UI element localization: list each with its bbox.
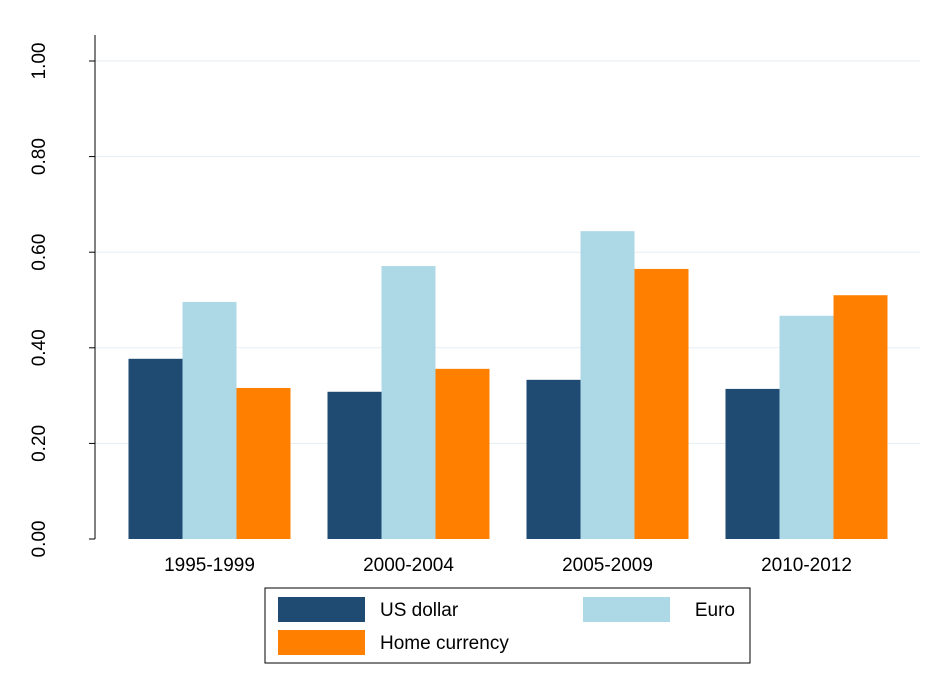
bar bbox=[580, 231, 635, 539]
legend-swatch bbox=[278, 597, 365, 622]
bar bbox=[381, 266, 436, 539]
y-tick-label: 0.00 bbox=[29, 521, 50, 558]
bar bbox=[725, 388, 780, 539]
y-tick-label: 1.00 bbox=[29, 43, 50, 80]
bar bbox=[182, 301, 237, 539]
x-tick-label: 1995-1999 bbox=[164, 555, 255, 576]
y-tick-label: 0.40 bbox=[29, 329, 50, 366]
y-tick-label: 0.60 bbox=[29, 234, 50, 271]
bar bbox=[327, 391, 382, 539]
legend-label: Home currency bbox=[380, 633, 509, 654]
x-tick-label: 2000-2004 bbox=[363, 555, 454, 576]
bar bbox=[435, 368, 490, 539]
bar bbox=[634, 268, 689, 539]
bar bbox=[779, 315, 834, 539]
legend-label: US dollar bbox=[380, 600, 459, 621]
y-tick-label: 0.20 bbox=[29, 425, 50, 462]
bar bbox=[236, 387, 291, 539]
bar bbox=[526, 379, 581, 539]
legend-swatch bbox=[278, 630, 365, 655]
legend-label: Euro bbox=[695, 600, 735, 621]
legend-swatch bbox=[583, 597, 670, 622]
bar bbox=[833, 295, 888, 539]
y-tick-label: 0.80 bbox=[29, 138, 50, 175]
bar bbox=[128, 358, 183, 539]
x-tick-label: 2005-2009 bbox=[562, 555, 653, 576]
x-tick-label: 2010-2012 bbox=[761, 555, 852, 576]
